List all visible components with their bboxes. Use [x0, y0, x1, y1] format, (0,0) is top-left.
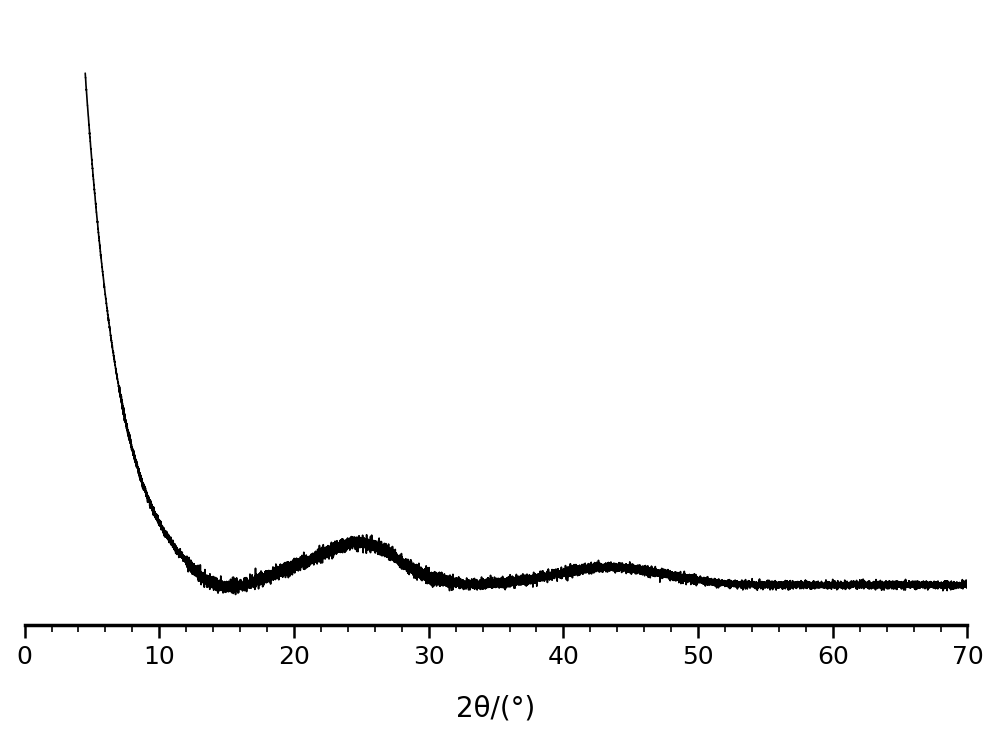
- X-axis label: 2θ/(°): 2θ/(°): [456, 695, 536, 722]
